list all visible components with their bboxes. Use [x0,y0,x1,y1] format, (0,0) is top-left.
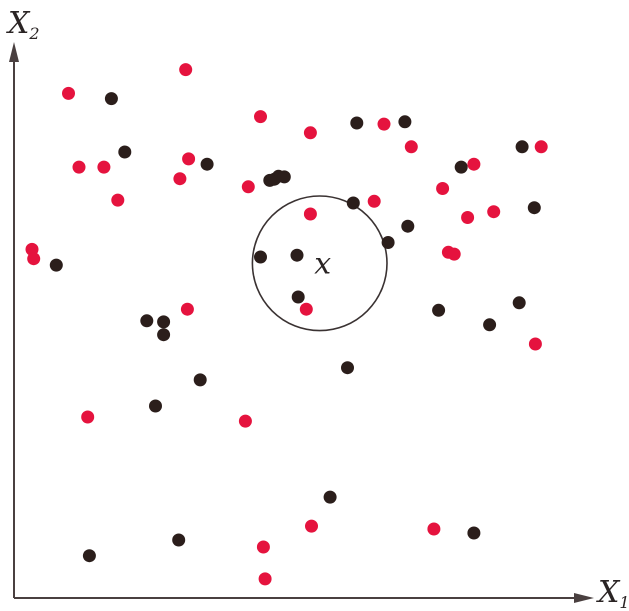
scatter-point-class_a-5 [377,117,391,131]
scatter-point-class_a-18 [461,211,475,224]
scatter-point-class_a-13 [467,157,481,171]
scatter-point-class_a-4 [303,126,317,140]
scatter-point-class_b-15 [381,236,395,249]
scatter-point-class_a-9 [182,152,196,166]
scatter-point-class_b-18 [49,258,63,272]
scatter-point-class_a-16 [367,194,381,208]
scatter-point-class_b-1 [104,92,118,106]
scatter-point-class_b-12 [346,196,360,210]
scatter-point-class_b-29 [323,490,337,504]
scatter-point-class_b-26 [341,361,354,375]
scatter-point-class_a-31 [256,540,270,554]
scatter-point-class_a-7 [72,160,86,174]
scatter-point-class_a-10 [111,193,125,207]
x-axis-label-sub: 1 [619,593,629,611]
scatter-point-class_a-26 [528,337,542,351]
scatter-point-class_a-11 [173,172,187,186]
scatter-point-class_a-15 [436,182,450,195]
data-points [25,63,548,586]
scatter-point-class_b-3 [398,115,412,129]
scatter-point-class_b-2 [350,116,364,130]
scatter-point-class_b-4 [118,145,132,159]
scatter-point-class_a-2 [62,86,75,100]
scatter-point-class_b-20 [140,314,154,328]
scatter-point-class_a-24 [180,302,194,316]
x-axis-label: X1 [596,575,629,611]
scatter-point-class_b-7 [454,160,468,174]
scatter-point-class_b-11 [263,173,277,187]
scatter-point-class_a-1 [179,63,193,77]
y-axis-arrowhead [9,42,19,62]
x-axis-arrowhead [574,593,594,603]
scatter-point-class_a-27 [81,410,95,424]
scatter-point-class_b-17 [290,248,304,262]
scatter-point-class_b-23 [432,303,446,317]
scatter-point-class_b-31 [467,526,481,540]
x-axis-label-main: X [596,575,621,610]
scatter-point-class_a-29 [305,519,318,533]
query-point-label: x [314,246,331,281]
scatter-point-class_b-28 [149,399,162,413]
scatter-point-class_a-25 [299,302,313,316]
scatter-point-class_a-32 [258,572,272,586]
scatter-point-class_a-30 [427,522,441,536]
scatter-point-class_a-28 [238,414,252,428]
scatter-point-class_b-6 [515,140,529,154]
y-axis-label-sub: 2 [28,24,39,43]
scatter-point-class_b-27 [193,373,207,387]
scatter-point-class_b-10 [277,170,291,184]
scatter-point-class_a-23 [447,247,461,261]
scatter-point-class_a-6 [404,140,418,154]
scatter-point-class_a-12 [241,180,255,194]
query-neighborhood-circle [251,195,388,332]
scatter-point-class_a-17 [487,205,501,219]
scatter-point-class_b-21 [157,315,171,329]
y-axis-label: X2 [6,6,40,43]
y-axis-label-main: X [6,6,31,41]
scatter-point-class_b-16 [254,250,267,264]
scatter-point-class_b-19 [291,290,305,304]
scatter-point-class_a-3 [254,110,267,124]
scatter-point-class_b-30 [172,533,186,547]
scatter-point-class_b-25 [483,318,497,332]
scatter-point-class_a-14 [534,140,548,154]
scatter-point-class_b-13 [527,201,541,215]
scatter-point-class_a-21 [27,252,41,266]
scatter-point-class_a-19 [303,207,317,221]
scatter-point-class_b-5 [200,157,214,171]
scatter-point-class_b-32 [82,549,96,563]
scatter-point-class_b-22 [157,328,171,342]
scatter-point-class_b-14 [401,219,415,233]
scatter-point-class_a-8 [97,160,111,174]
scatter-point-class_b-24 [512,296,526,310]
